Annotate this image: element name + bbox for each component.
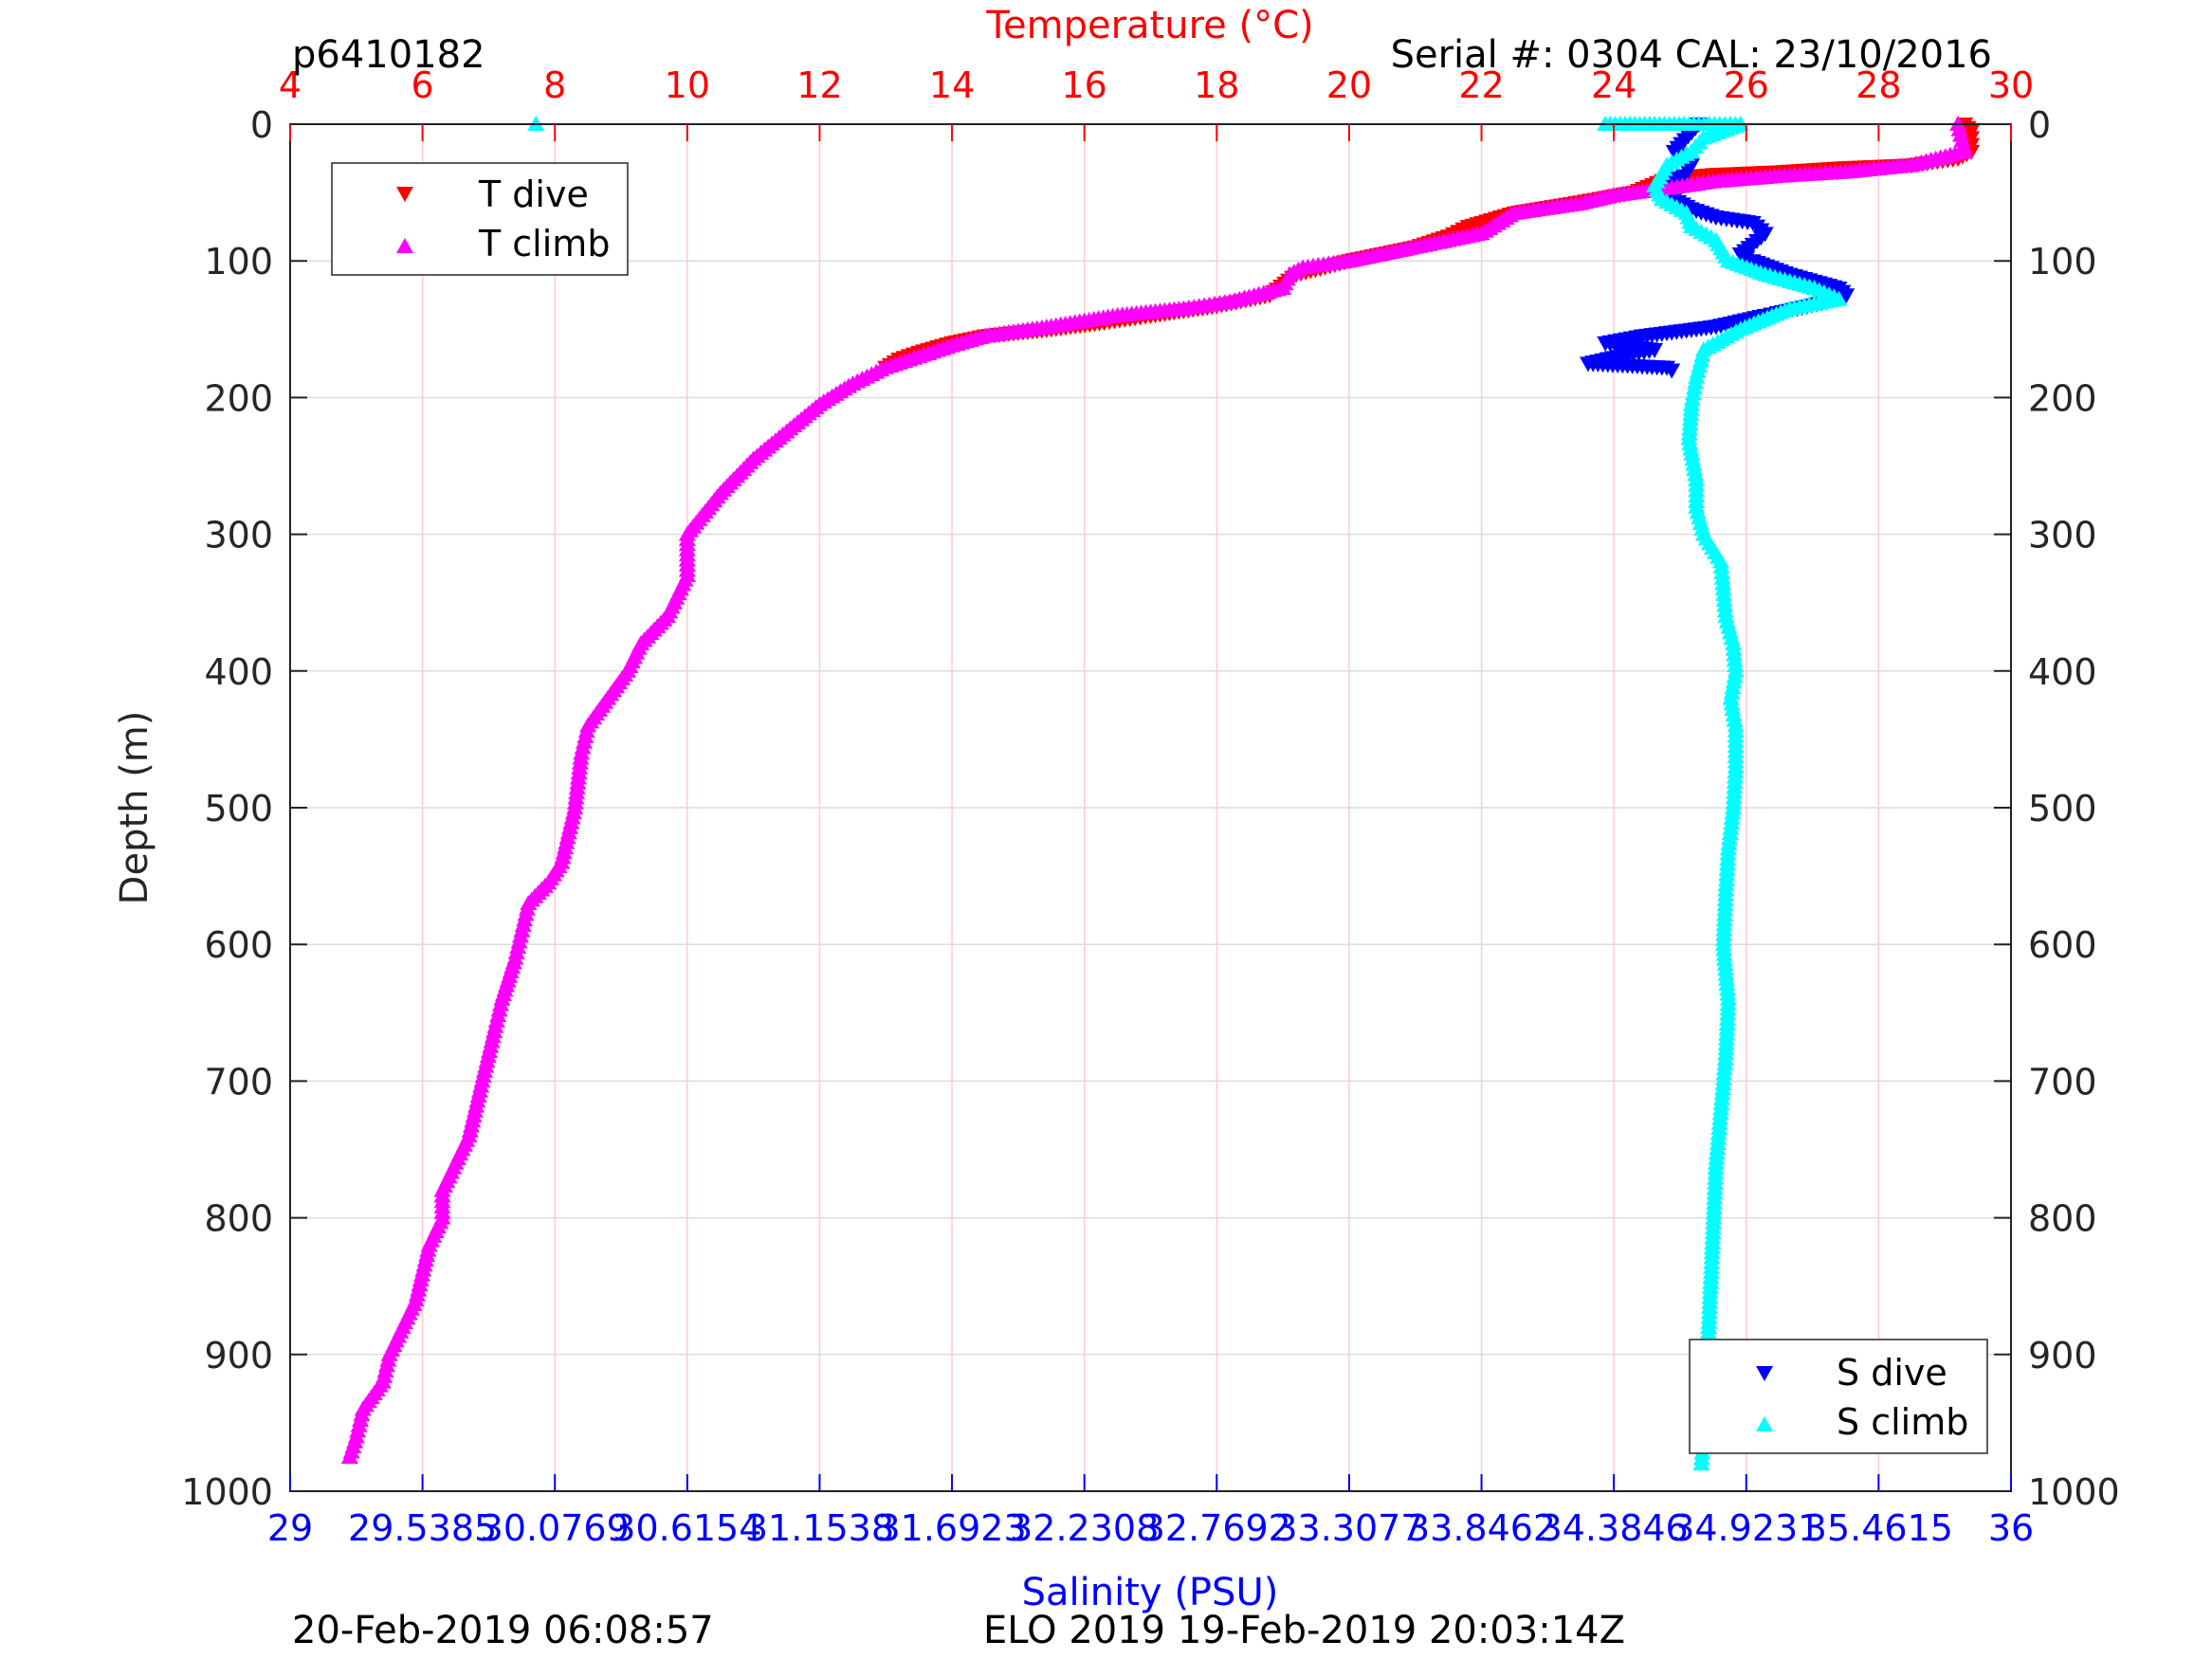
legend-salinity-box [1689,1339,1988,1454]
legend-s-dive-label: S dive [1837,1352,1947,1394]
depth-tick-label-right: 1000 [2028,1471,2120,1513]
processed-time-label: 20-Feb-2019 06:08:57 [292,1609,714,1652]
legend-temperature-box [331,162,629,276]
temperature-tick-label: 24 [1591,64,1636,106]
t-climb-point [340,1448,358,1464]
depth-tick-label-left: 200 [204,377,273,419]
s-dive-point [1663,363,1681,379]
depth-tick-label-right: 600 [2028,924,2097,966]
depth-tick-label-right: 400 [2028,651,2097,693]
depth-tick-label-right: 0 [2028,104,2051,146]
salinity-tick-label: 29.5385 [348,1507,497,1549]
depth-tick-label-right: 900 [2028,1335,2097,1376]
salinity-tick-label: 34.3846 [1540,1507,1689,1549]
depth-tick-label-left: 800 [204,1198,273,1240]
depth-tick-label-right: 200 [2028,377,2097,419]
depth-tick-label-right: 500 [2028,788,2097,830]
temperature-tick-label: 26 [1724,64,1769,106]
legend-s-climb-label: S climb [1837,1401,1968,1443]
temperature-tick-label: 30 [1988,64,2034,106]
salinity-tick-label: 34.9231 [1672,1507,1820,1549]
legend-temperature: T dive T climb [331,162,629,276]
depth-tick-label-left: 400 [204,651,273,693]
salinity-tick-label: 31.1538 [745,1507,894,1549]
salinity-tick-label: 31.6923 [878,1507,1027,1549]
salinity-tick-label: 36 [1988,1507,2034,1549]
profile-id-label: p6410182 [292,33,485,77]
depth-tick-label-left: 300 [204,515,273,556]
temperature-tick-label: 10 [665,64,710,106]
depth-tick-label-left: 600 [204,924,273,966]
salinity-tick-label: 30.6154 [612,1507,761,1549]
salinity-tick-label: 33.8462 [1407,1507,1556,1549]
legend-s-climb-marker [1756,1416,1773,1431]
depth-tick-label-right: 700 [2028,1061,2097,1103]
legend-t-dive-label: T dive [478,173,589,215]
salinity-tick-label: 35.4615 [1804,1507,1953,1549]
depth-tick-label-right: 300 [2028,515,2097,556]
temperature-tick-label: 22 [1458,64,1504,106]
temperature-tick-label: 14 [929,64,975,106]
depth-tick-label-left: 700 [204,1061,273,1103]
salinity-tick-label: 32.2308 [1010,1507,1159,1549]
axis-tick-labels: 0 0 100 100 200 200 300 300 400 400 500 500 600 600 70… [181,64,2119,1549]
s-climb-point [1692,1455,1710,1471]
temperature-tick-label: 16 [1062,64,1107,106]
temperature-tick-label: 6 [411,64,434,106]
temperature-tick-label: 20 [1326,64,1372,106]
mission-info-label: ELO 2019 19-Feb-2019 20:03:14Z [983,1609,1625,1652]
salinity-tick-label: 33.3077 [1274,1507,1423,1549]
temperature-tick-label: 28 [1856,64,1901,106]
salinity-tick-label: 29 [267,1507,313,1549]
depth-tick-label-left: 900 [204,1335,273,1376]
depth-tick-label-left: 0 [250,104,273,146]
depth-tick-label-left: 500 [204,788,273,830]
depth-axis-label: Depth (m) [113,711,156,905]
legend-salinity: S dive S climb [1689,1339,1988,1454]
temperature-tick-label: 4 [279,64,302,106]
depth-tick-label-right: 800 [2028,1198,2097,1240]
depth-tick-label-right: 100 [2028,241,2097,283]
legend-t-dive-marker [396,187,413,202]
depth-tick-label-left: 100 [204,241,273,283]
temperature-tick-label: 12 [796,64,842,106]
legend-t-climb-label: T climb [478,223,610,264]
axis-ticks [289,123,2012,1492]
salinity-axis-label: Salinity (PSU) [1022,1571,1279,1614]
serial-cal-label: Serial #: 0304 CAL: 23/10/2016 [1390,33,1992,77]
legend-s-dive-marker [1756,1366,1773,1381]
legend-t-climb-marker [396,238,413,253]
salinity-tick-label: 30.0769 [481,1507,630,1549]
salinity-tick-label: 32.7692 [1143,1507,1291,1549]
temperature-axis-label: Temperature (°C) [985,4,1313,47]
temperature-tick-label: 18 [1194,64,1239,106]
depth-tick-label-left: 1000 [181,1471,273,1513]
temperature-tick-label: 8 [543,64,566,106]
